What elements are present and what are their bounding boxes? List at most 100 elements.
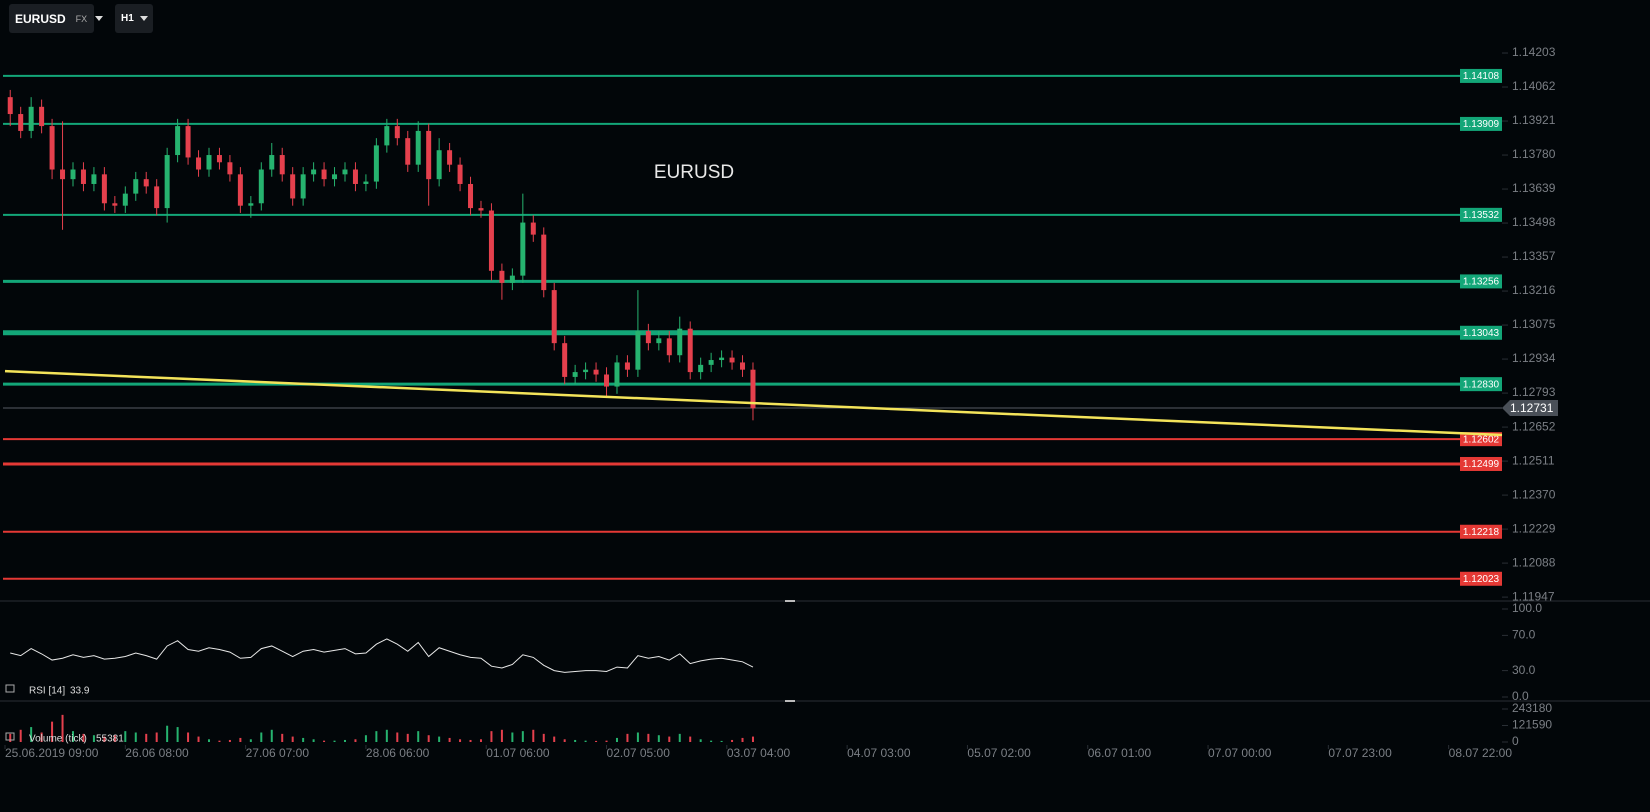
candle-body <box>60 169 66 180</box>
chart-title: EURUSD <box>654 162 734 183</box>
volume-bar <box>281 733 284 742</box>
candle-body <box>248 203 254 206</box>
candle-body <box>7 97 13 115</box>
symbol-selector[interactable]: EURUSD FX <box>9 4 104 33</box>
volume-bar <box>563 739 566 742</box>
x-tick-label: 08.07 22:00 <box>1449 746 1513 760</box>
level-label-box <box>1460 524 1502 539</box>
candle-body <box>499 270 505 283</box>
volume-bar <box>521 731 524 742</box>
y-tick-label: 121590 <box>1512 718 1552 732</box>
volume-bar <box>459 739 462 742</box>
volume-bar <box>103 736 106 742</box>
candle-body <box>750 369 756 409</box>
candle-body <box>39 106 45 127</box>
volume-bar <box>427 735 430 742</box>
volume-bar <box>207 739 210 742</box>
volume-bar <box>291 736 294 742</box>
volume-bar <box>385 729 388 742</box>
volume-bar <box>647 733 650 742</box>
candle-body <box>740 362 746 370</box>
volume-bar <box>197 736 200 742</box>
candle-body <box>509 275 515 283</box>
volume-bar <box>30 727 33 742</box>
candle-body <box>384 126 390 146</box>
candle-body <box>645 331 651 344</box>
volume-bar <box>417 731 420 742</box>
volume-bar <box>82 733 85 742</box>
volume-bar <box>500 729 503 742</box>
level-label: 1.14108 <box>1463 71 1500 82</box>
candle-body <box>719 357 725 361</box>
candle-body <box>311 169 317 175</box>
level-label-box <box>1460 116 1502 131</box>
candle-body <box>530 222 536 235</box>
candle-body <box>122 193 128 206</box>
level-label: 1.12830 <box>1463 379 1500 390</box>
x-tick-label: 28.06 06:00 <box>366 746 430 760</box>
timeframe: H1 <box>121 13 134 24</box>
volume-bar <box>605 740 608 742</box>
y-tick-label: 1.12511 <box>1512 453 1555 467</box>
level-label-box <box>1460 274 1502 289</box>
volume-bar <box>302 737 305 742</box>
rsi-line <box>10 638 754 673</box>
y-tick-label: 1.13921 <box>1512 113 1556 127</box>
volume-bar <box>469 739 472 742</box>
y-tick-label: 1.11947 <box>1512 589 1555 603</box>
candle-body <box>426 130 432 180</box>
volume-bar <box>636 732 639 742</box>
volume-bar <box>710 740 713 742</box>
candle-body <box>342 169 348 175</box>
volume-bar <box>134 732 137 742</box>
y-tick-label: 1.12370 <box>1512 487 1556 501</box>
volume-bar <box>113 735 116 742</box>
timeframe-selector[interactable]: H1 <box>115 4 153 33</box>
candle-body <box>112 203 118 206</box>
level-label: 1.13043 <box>1463 328 1500 339</box>
indicator-name: Volume (tick) <box>29 734 87 745</box>
candle-body <box>687 328 693 373</box>
volume-bar <box>511 732 514 742</box>
candle-body <box>154 186 160 209</box>
volume-bar <box>312 739 315 742</box>
x-tick-label: 03.07 04:00 <box>727 746 791 760</box>
candle-body <box>133 179 139 194</box>
level-label-box <box>1460 325 1502 340</box>
volume-bar <box>333 740 336 742</box>
candle-body <box>541 234 547 291</box>
y-tick-label: 1.13780 <box>1512 147 1556 161</box>
last-price-label: 1.12731 <box>1510 401 1554 415</box>
candle-body <box>300 174 306 199</box>
volume-bar <box>751 736 754 742</box>
candle-body <box>562 343 568 377</box>
y-tick-label: 1.13498 <box>1512 215 1556 229</box>
candle-body <box>698 364 704 373</box>
level-label: 1.13532 <box>1463 210 1500 221</box>
x-tick-label: 04.07 03:00 <box>847 746 911 760</box>
level-label: 1.13256 <box>1463 277 1500 288</box>
level-label-box <box>1460 377 1502 392</box>
level-label: 1.12602 <box>1463 434 1500 445</box>
volume-bar <box>438 736 441 742</box>
candle-body <box>143 179 149 187</box>
candle-body <box>363 181 369 184</box>
candle-body <box>656 338 662 344</box>
y-tick-label: 1.13075 <box>1512 317 1556 331</box>
volume-bar <box>553 736 556 742</box>
y-tick-label: 70.0 <box>1512 628 1536 642</box>
candle-body <box>28 106 34 131</box>
y-tick-label: 1.13216 <box>1512 283 1556 297</box>
volume-bar <box>678 733 681 742</box>
y-tick-label: 1.14203 <box>1512 45 1556 59</box>
candle-body <box>101 174 107 204</box>
volume-bar <box>657 735 660 742</box>
volume-bar <box>720 740 723 742</box>
candle-body <box>279 155 285 175</box>
candle-body <box>604 374 610 387</box>
candle-body <box>80 169 86 184</box>
volume-bar <box>145 733 148 742</box>
x-tick-label: 07.07 00:00 <box>1208 746 1272 760</box>
volume-bar <box>574 739 577 742</box>
